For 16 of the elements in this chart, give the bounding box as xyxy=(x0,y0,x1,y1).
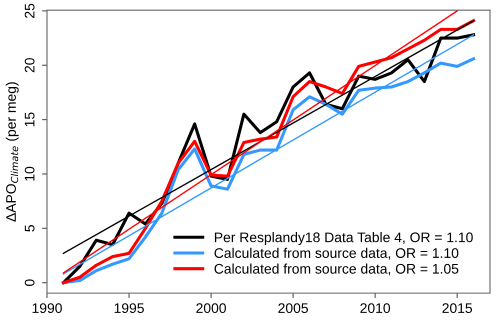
y-tick-label: 0 xyxy=(24,279,35,286)
x-tick-label: 2000 xyxy=(196,303,226,314)
y-tick-label: 15 xyxy=(24,112,35,126)
x-tick-label: 1995 xyxy=(114,303,144,314)
x-tick-label: 2010 xyxy=(360,303,390,314)
y-tick-label: 10 xyxy=(24,166,35,181)
x-tick-label: 1990 xyxy=(32,303,62,314)
y-tick-label: 20 xyxy=(24,58,35,72)
y-tick-label: 5 xyxy=(24,225,35,232)
legend-label: Calculated from source data, OR = 1.05 xyxy=(214,264,458,276)
x-tick-label: 2005 xyxy=(278,303,308,314)
y-axis-title: ΔAPO$_{Climate}$ (per meg) xyxy=(6,82,19,222)
y-tick-label: 25 xyxy=(24,4,35,18)
x-tick-label: 2015 xyxy=(442,303,472,314)
legend-label: Calculated from source data, OR = 1.10 xyxy=(214,248,458,260)
legend-label: Per Resplandy18 Data Table 4, OR = 1.10 xyxy=(214,232,473,246)
